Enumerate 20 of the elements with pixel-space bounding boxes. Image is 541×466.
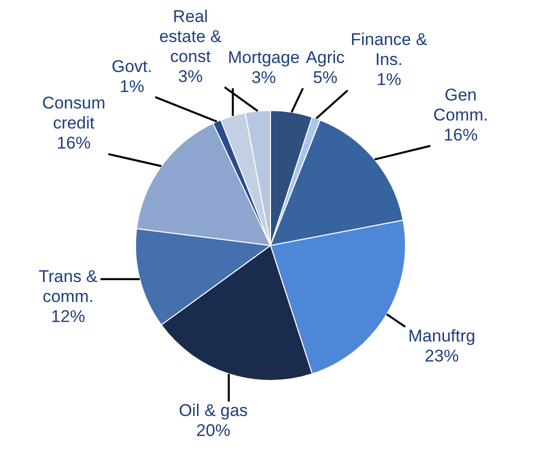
- slice-label: Mortgage: [228, 48, 300, 67]
- data-label: 16%: [56, 134, 91, 153]
- data-label: 23%: [424, 346, 459, 366]
- slice-label: Oil & gas: [178, 401, 248, 420]
- slice-label: Manuftrg: [408, 326, 476, 346]
- slice-label: Finance & Ins.: [350, 30, 428, 70]
- slice-label: Gen Comm.: [433, 86, 488, 125]
- slice-label: Consum credit: [42, 94, 106, 133]
- data-label: 3%: [178, 66, 203, 86]
- data-label: 5%: [312, 68, 338, 87]
- data-label: 12%: [51, 307, 86, 326]
- data-label: 1%: [376, 70, 402, 90]
- slice-label: Trans & comm.: [38, 267, 98, 306]
- data-label: 16%: [444, 126, 478, 145]
- slice-label: Real estate & const: [159, 6, 222, 66]
- slice-label: Agric: [306, 48, 346, 67]
- slice-label: Govt.: [112, 56, 152, 76]
- data-label: 3%: [251, 68, 276, 87]
- data-label: 1%: [120, 76, 144, 96]
- data-label: 20%: [196, 421, 230, 440]
